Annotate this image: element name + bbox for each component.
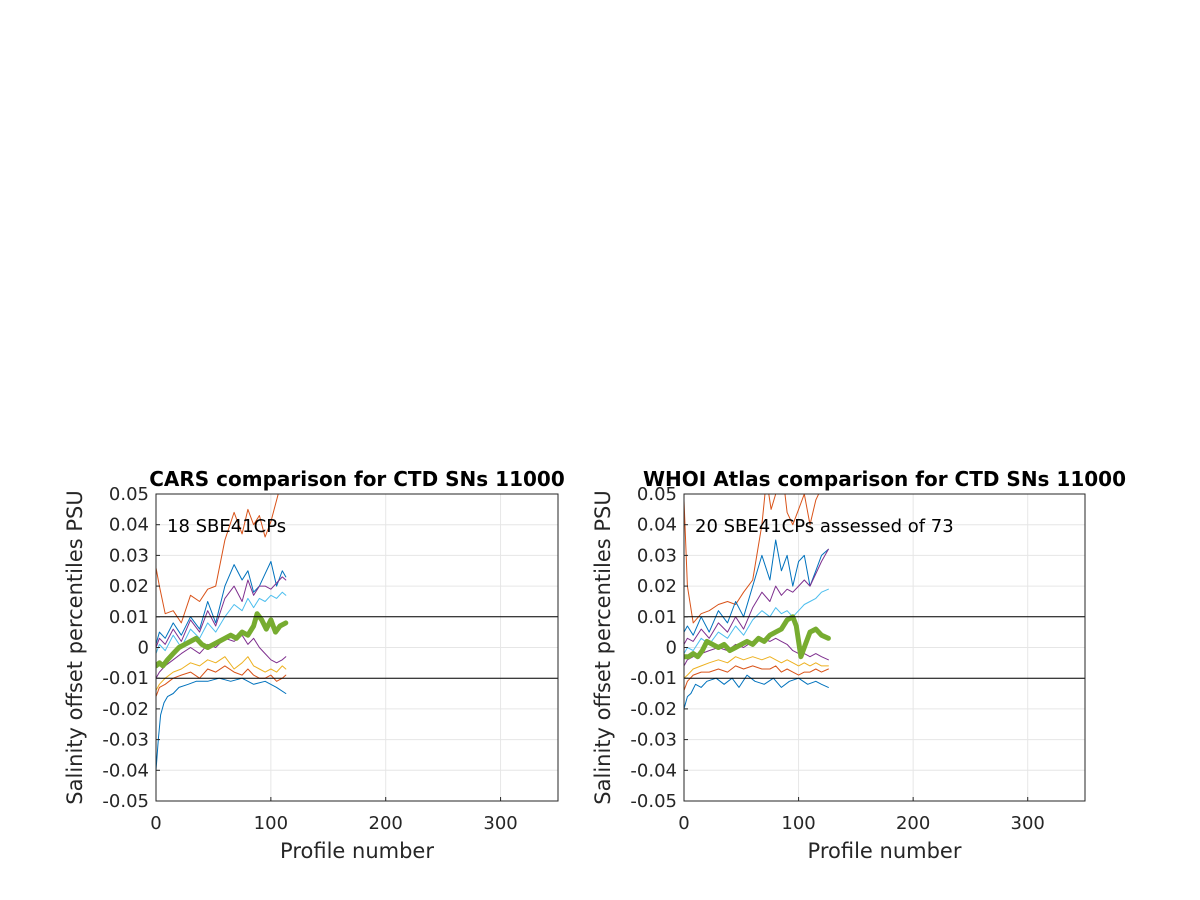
whoi-x-axis-label: Profile number [808,839,962,863]
cars-series-line-8 [156,611,289,669]
whoi-x-tick-label-1: 100 [781,813,815,834]
cars-series-line-4 [156,634,287,679]
cars-series-line-2 [156,576,287,648]
whoi-y-tick-label-3: 0.02 [637,576,677,597]
cars-reference-lines [156,616,558,679]
cars-series-line-5 [156,656,287,691]
whoi-series-line-5 [684,656,829,679]
whoi-series [684,494,831,710]
whoi-y-tick-label-6: -0.01 [630,668,677,689]
cars-y-tick-label-3: 0.02 [109,576,149,597]
whoi-series-line-2 [684,548,829,645]
whoi-y-axis-label: Salinity offset percentiles PSU [591,490,615,804]
cars-series-line-7 [156,677,287,771]
cars-y-tick-label-10: -0.05 [102,791,149,812]
whoi-ticks: 0 100 200 300 0.05 0.04 0.03 0.02 0.01 0 -0.01 -0.0… [630,484,1044,834]
cars-y-tick-label-4: 0.01 [109,607,149,628]
whoi-x-tick-label-3: 300 [1011,813,1045,834]
cars-series-line-0 [156,494,279,624]
whoi-y-tick-label-4: 0.01 [637,607,677,628]
cars-series-line-6 [156,665,287,698]
cars-series-line-3 [156,591,287,655]
cars-series [156,494,289,771]
whoi-y-tick-label-0: 0.05 [637,484,677,505]
cars-y-tick-label-1: 0.04 [109,515,149,536]
cars-x-tick-label-0: 0 [150,813,161,834]
whoi-series-line-8 [684,614,831,660]
cars-y-tick-label-0: 0.05 [109,484,149,505]
cars-x-tick-label-3: 300 [483,813,517,834]
cars-y-tick-label-8: -0.03 [102,730,149,751]
cars-y-tick-label-5: 0 [138,638,149,659]
cars-y-tick-label-6: -0.01 [102,668,149,689]
cars-series-line-1 [156,561,287,645]
whoi-annotation: 20 SBE41CPs assessed of 73 [695,516,954,537]
whoi-series-line-7 [684,674,829,710]
cars-y-tick-label-9: -0.04 [102,760,149,781]
whoi-y-tick-label-7: -0.02 [630,699,677,720]
cars-y-tick-label-7: -0.02 [102,699,149,720]
cars-annotation: 18 SBE41CPs [167,516,286,537]
cars-y-axis-label: Salinity offset percentiles PSU [63,490,87,804]
cars-x-tick-label-2: 200 [369,813,403,834]
whoi-y-tick-label-1: 0.04 [637,515,677,536]
whoi-y-tick-label-9: -0.04 [630,760,677,781]
cars-title: CARS comparison for CTD SNs 11000 [149,467,564,491]
whoi-series-line-6 [684,665,829,691]
whoi-series-line-0 [684,494,820,624]
whoi-y-tick-label-10: -0.05 [630,791,677,812]
cars-x-tick-label-1: 100 [254,813,288,834]
whoi-x-tick-label-0: 0 [678,813,689,834]
cars-ticks: 0 100 200 300 0.05 0.04 0.03 0.02 0.01 0 -0.01 -0.0… [102,484,517,834]
whoi-series-line-1 [684,539,829,636]
whoi-y-tick-label-8: -0.03 [630,730,677,751]
whoi-comparison-panel: 0 100 200 300 0.05 0.04 0.03 0.02 0.01 0 -0.01 -0.0… [591,467,1126,863]
whoi-title: WHOI Atlas comparison for CTD SNs 11000 [643,467,1126,491]
cars-comparison-panel: 0 100 200 300 0.05 0.04 0.03 0.02 0.01 0 -0.01 -0.0… [63,467,565,863]
whoi-x-tick-label-2: 200 [896,813,930,834]
whoi-reference-lines [684,616,1085,679]
whoi-y-tick-label-5: 0 [666,638,677,659]
whoi-y-tick-label-2: 0.03 [637,545,677,566]
cars-y-tick-label-2: 0.03 [109,545,149,566]
cars-x-axis-label: Profile number [280,839,434,863]
